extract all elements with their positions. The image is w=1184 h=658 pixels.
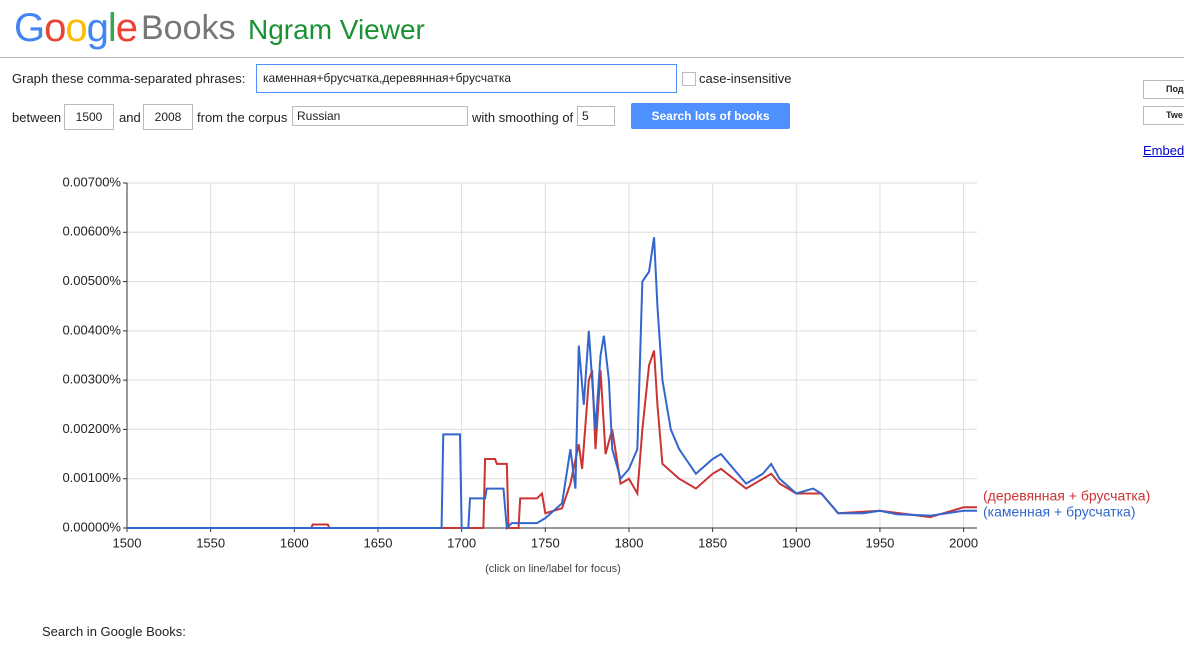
checkbox[interactable] (682, 72, 696, 86)
chart-note: (click on line/label for focus) (485, 563, 621, 575)
label: with smoothing of (472, 110, 574, 125)
x-tick-label: 2000 (949, 535, 978, 550)
x-tick-label: 1600 (280, 535, 309, 550)
x-tick-label: 1750 (531, 535, 560, 550)
x-tick-label: 1650 (364, 535, 393, 550)
y-tick-label: 0.00600% (62, 224, 121, 239)
legend-label: (деревянная + брусчатка) (983, 488, 1150, 504)
y-tick-label: 0.00300% (62, 372, 121, 387)
x-tick-label: 1850 (698, 535, 727, 550)
y-tick-label: 0.00000% (62, 519, 121, 534)
label: between (12, 110, 62, 125)
embed-link[interactable]: Embed (1143, 143, 1184, 158)
start-input[interactable]: 1500 (64, 104, 114, 130)
x-tick-label: 1800 (615, 535, 644, 550)
label: case-insensitive (699, 71, 792, 86)
x-tick-label: 1500 (113, 535, 142, 550)
product: Books (141, 9, 236, 47)
twitter-button[interactable]: Twe (1143, 106, 1184, 125)
logo: Google (14, 6, 138, 50)
series-line (127, 237, 977, 531)
legend-label: (каменная + брусчатка) (983, 504, 1135, 520)
divider (0, 57, 1184, 58)
x-tick-label: 1950 (865, 535, 894, 550)
corpus-select[interactable]: Russian (292, 106, 468, 126)
label: and (119, 110, 141, 125)
smoothing-select[interactable]: 5 (577, 106, 615, 126)
y-tick-label: 0.00700% (62, 174, 121, 189)
x-tick-label: 1700 (447, 535, 476, 550)
series-line (127, 350, 977, 529)
x-tick-label: 1550 (196, 535, 225, 550)
y-tick-label: 0.00500% (62, 273, 121, 288)
search-button[interactable]: Search lots of books (631, 103, 790, 129)
footer-label: Search in Google Books: (42, 624, 186, 639)
end-input[interactable]: 2008 (143, 104, 193, 130)
app-title: Ngram Viewer (248, 14, 425, 45)
x-tick-label: 1900 (782, 535, 811, 550)
phrases-input[interactable]: каменная+брусчатка,деревянная+брусчатка (256, 64, 677, 93)
y-tick-label: 0.00100% (62, 470, 121, 485)
gplus-button[interactable]: Под (1143, 80, 1184, 99)
y-tick-label: 0.00200% (62, 421, 121, 436)
chart: (click on line/label for focus) 0.00000%… (62, 174, 1150, 575)
label: Graph these comma-separated phrases: (12, 71, 246, 86)
label: from the corpus (197, 110, 288, 125)
y-tick-label: 0.00400% (62, 322, 121, 337)
